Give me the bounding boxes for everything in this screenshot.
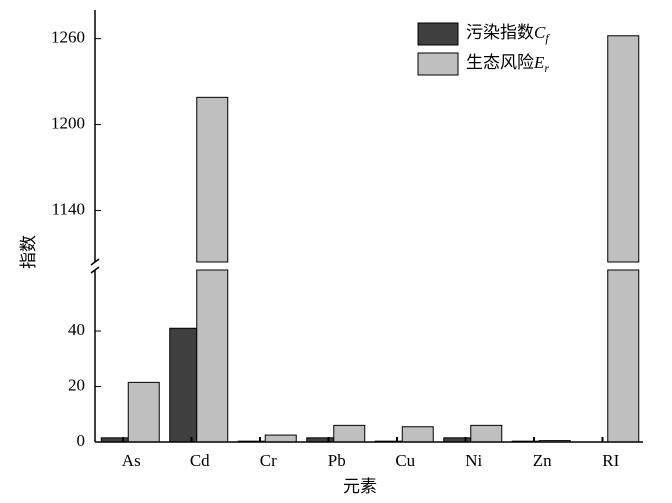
bar bbox=[127, 381, 160, 443]
bar bbox=[607, 269, 640, 443]
legend-text: 污染指数 bbox=[466, 23, 534, 42]
legend-swatch bbox=[417, 22, 459, 46]
legend-subscript: r bbox=[544, 61, 549, 75]
legend-swatch bbox=[417, 52, 459, 76]
y-axis-label: 指数 bbox=[19, 235, 38, 269]
bar bbox=[169, 327, 198, 443]
bar bbox=[470, 424, 503, 443]
y-tick-label: 0 bbox=[77, 431, 86, 450]
bar bbox=[264, 434, 297, 443]
axis-break bbox=[90, 266, 100, 274]
x-tick-label: Cu bbox=[395, 451, 415, 470]
legend-label: 生态风险Er bbox=[466, 53, 549, 75]
y-tick-label: 1140 bbox=[52, 199, 85, 218]
x-tick-label: Zn bbox=[533, 451, 552, 470]
bar bbox=[196, 269, 229, 443]
axis-break bbox=[90, 258, 100, 266]
x-axis-label: 元素 bbox=[343, 477, 377, 496]
legend-symbol: C bbox=[534, 23, 546, 42]
legend-label: 污染指数Cf bbox=[466, 23, 550, 45]
x-tick-label: Ni bbox=[465, 451, 482, 470]
y-tick-label: 1200 bbox=[51, 113, 85, 132]
legend-subscript: f bbox=[545, 31, 550, 45]
legend-symbol: E bbox=[533, 53, 545, 72]
y-tick-label: 20 bbox=[68, 375, 85, 394]
x-tick-label: Cd bbox=[190, 451, 210, 470]
x-tick-label: RI bbox=[602, 451, 619, 470]
x-tick-label: Cr bbox=[260, 451, 277, 470]
legend-text: 生态风险 bbox=[466, 53, 534, 72]
bar bbox=[333, 424, 366, 443]
x-tick-label: Pb bbox=[328, 451, 346, 470]
bar bbox=[607, 35, 640, 263]
bar bbox=[196, 96, 229, 263]
bar bbox=[401, 426, 434, 443]
y-tick-label: 1260 bbox=[51, 28, 85, 47]
x-tick-label: As bbox=[122, 451, 141, 470]
y-tick-label: 40 bbox=[68, 320, 85, 339]
